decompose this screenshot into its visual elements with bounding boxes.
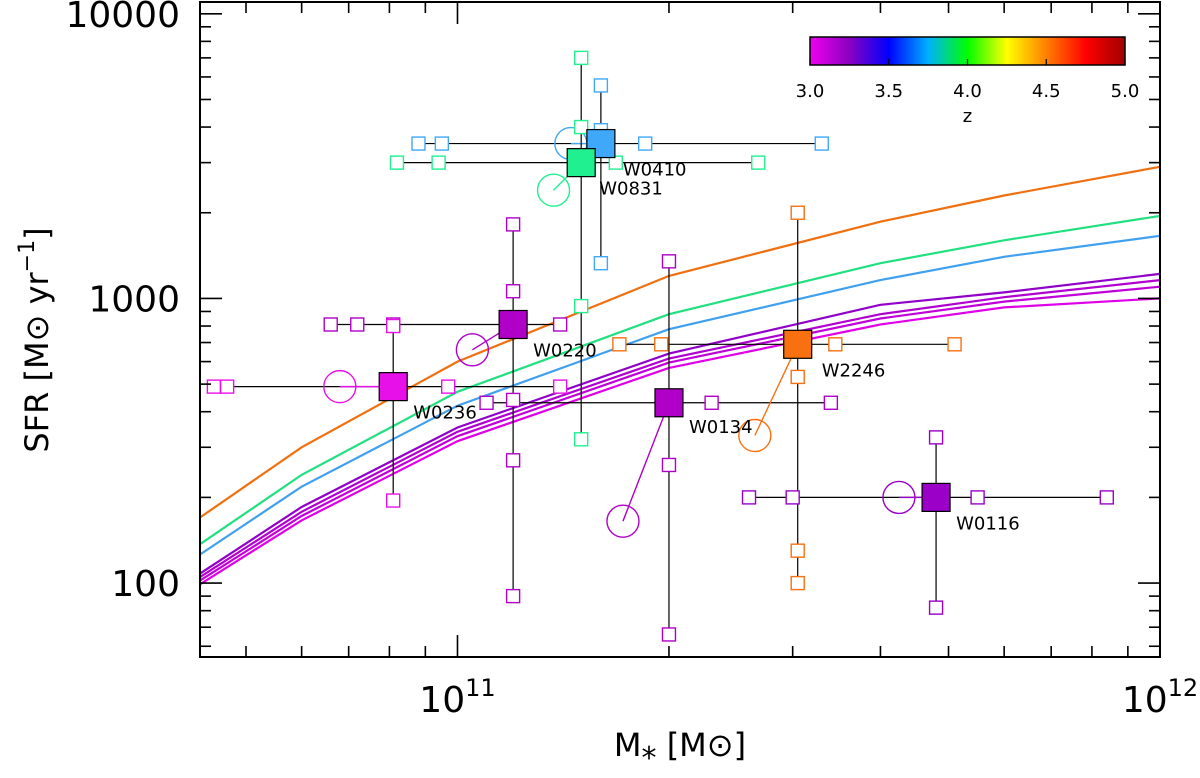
- colorbar-title: z: [963, 106, 972, 127]
- galaxy-marker: [783, 329, 813, 359]
- circle-connector: [754, 344, 799, 436]
- alternative-sfr-marker: [593, 255, 609, 271]
- alternative-mass-marker: [323, 317, 338, 332]
- alternative-mass-marker: [350, 317, 365, 332]
- galaxy-marker: [498, 309, 528, 340]
- alternative-sfr-marker: [573, 50, 589, 66]
- alternative-mass-marker: [552, 317, 568, 332]
- alternative-sfr-marker: [790, 205, 805, 220]
- alternative-mass-marker: [431, 155, 446, 170]
- alternative-sfr-marker: [661, 254, 677, 269]
- alternative-mass-marker: [389, 155, 405, 170]
- main-sequence-curve: [199, 297, 1161, 586]
- alternative-sfr-marker: [505, 217, 521, 232]
- alternative-mass-marker: [219, 379, 235, 394]
- alternative-mass-marker: [741, 490, 757, 505]
- y-tick-label: 100: [111, 564, 180, 605]
- alternative-mass-marker: [947, 337, 962, 352]
- alternative-sfr-marker: [573, 119, 589, 135]
- alternative-mass-marker: [704, 395, 719, 410]
- alternative-sfr-marker: [790, 543, 805, 558]
- alternative-fit-circle: [606, 504, 640, 538]
- alternative-mass-marker: [970, 490, 985, 505]
- alternative-mass-marker: [552, 379, 568, 394]
- y-tick-label: 1000: [88, 279, 180, 320]
- alternative-mass-marker: [479, 395, 494, 410]
- alternative-fit-circle: [738, 418, 772, 453]
- alternative-fit-circle: [323, 369, 357, 404]
- galaxy-label: W0236: [413, 403, 477, 424]
- galaxy-marker: [566, 148, 596, 178]
- alternative-mass-marker: [828, 337, 843, 352]
- alternative-sfr-marker: [593, 78, 609, 93]
- plot-frame-border: [199, 1, 1161, 658]
- galaxy-markers: [378, 128, 951, 513]
- alternative-sfr-marker: [661, 627, 677, 642]
- alternative-mass-marker: [751, 155, 766, 170]
- alternative-mass-marker: [411, 136, 426, 151]
- alternative-sfr-marker: [573, 432, 589, 447]
- tick-labels: 1011 1012 100 1000 10000: [65, 0, 1198, 721]
- colorbar-tick-label: 5.0: [1111, 81, 1140, 102]
- alternative-fit-circle: [882, 480, 916, 515]
- galaxy-marker: [378, 372, 408, 402]
- alternative-sfr-marker: [505, 284, 521, 299]
- colorbar: 3.0 3.5 4.0 4.5 5.0 z: [796, 36, 1140, 127]
- x-axis-title: M* [M⊙]: [614, 726, 746, 776]
- alternative-mass-marker: [612, 337, 627, 352]
- alternative-sfr-marker: [928, 600, 944, 615]
- alternative-sfr-marker: [790, 369, 805, 385]
- alternative-sfr-marker: [386, 493, 401, 508]
- alternative-mass-marker: [206, 379, 222, 394]
- alternative-fit-circle: [536, 173, 571, 207]
- alternative-mass-marker: [637, 136, 653, 151]
- alternative-sfr-marker: [573, 298, 589, 314]
- colorbar-tick-label: 3.5: [874, 81, 903, 102]
- alternative-sfr-marker: [928, 430, 944, 445]
- galaxy-label: W0410: [623, 160, 687, 181]
- alternative-mass-marker: [1099, 490, 1115, 505]
- alternative-mass-marker: [814, 136, 829, 151]
- x-tick-label: 1011: [419, 674, 495, 721]
- alternative-estimates: [206, 50, 1115, 642]
- alternative-sfr-marker: [661, 457, 677, 473]
- galaxy-label: W2246: [822, 360, 886, 381]
- colorbar-tick-label: 4.5: [1032, 81, 1061, 102]
- main-sequence-curve: [199, 285, 1161, 582]
- galaxy-label: W0116: [956, 513, 1020, 534]
- alternative-mass-marker: [823, 395, 839, 410]
- y-axis-title: SFR [M⊙ yr−1]: [15, 227, 56, 452]
- galaxy-label: W0134: [689, 417, 753, 438]
- galaxy-label: W0220: [533, 340, 597, 361]
- y-tick-label: 10000: [65, 0, 180, 36]
- galaxy-label: W0831: [599, 179, 663, 200]
- galaxy-marker: [654, 388, 684, 418]
- alternative-mass-marker: [608, 155, 623, 170]
- plot-frame: [199, 1, 1161, 658]
- alternative-mass-marker: [785, 490, 800, 505]
- alternative-mass-marker: [434, 136, 450, 151]
- alternative-sfr-marker: [386, 318, 401, 334]
- alternative-sfr-marker: [505, 588, 521, 604]
- circle-connector: [622, 402, 670, 522]
- alternative-sfr-marker: [790, 575, 805, 591]
- alternative-sfr-marker: [505, 453, 521, 468]
- x-tick-label: 1012: [1122, 674, 1198, 721]
- galaxy-marker: [921, 482, 951, 513]
- alternative-mass-marker: [654, 337, 669, 352]
- colorbar-tick-label: 4.0: [953, 81, 982, 102]
- alternative-fit-circle: [455, 333, 490, 367]
- colorbar-tick-label: 3.0: [796, 81, 825, 102]
- alternative-sfr-marker: [505, 392, 521, 408]
- alternative-mass-marker: [440, 379, 456, 394]
- axis-titles: M* [M⊙] SFR [M⊙ yr−1]: [15, 227, 746, 776]
